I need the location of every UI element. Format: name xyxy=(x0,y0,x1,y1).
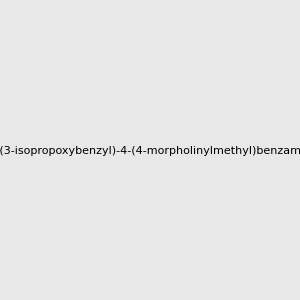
Text: N-(3-isopropoxybenzyl)-4-(4-morpholinylmethyl)benzamide: N-(3-isopropoxybenzyl)-4-(4-morpholinylm… xyxy=(0,146,300,157)
